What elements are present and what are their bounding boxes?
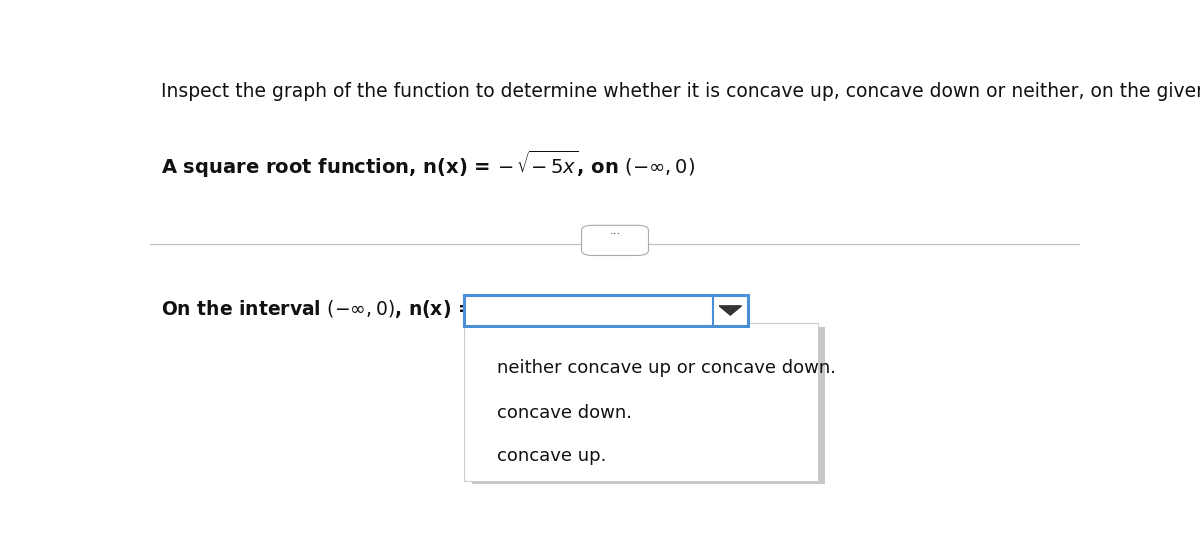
Text: ...: ... <box>610 224 620 237</box>
Text: concave down.: concave down. <box>497 404 632 422</box>
Polygon shape <box>719 306 742 315</box>
Text: A square root function, n(x) = $-\,\sqrt{-\,5x}$, on $(-\infty,0)$: A square root function, n(x) = $-\,\sqrt… <box>161 149 696 180</box>
Text: concave up.: concave up. <box>497 447 606 465</box>
FancyBboxPatch shape <box>582 225 648 256</box>
Text: Inspect the graph of the function to determine whether it is concave up, concave: Inspect the graph of the function to det… <box>161 82 1200 101</box>
Text: neither concave up or concave down.: neither concave up or concave down. <box>497 359 836 377</box>
FancyBboxPatch shape <box>464 324 817 481</box>
Text: On the interval $(-\infty,0)$, n(x) = $-\,\sqrt{-\,5x}$ is: On the interval $(-\infty,0)$, n(x) = $-… <box>161 294 581 321</box>
FancyBboxPatch shape <box>472 327 826 484</box>
FancyBboxPatch shape <box>464 295 748 325</box>
